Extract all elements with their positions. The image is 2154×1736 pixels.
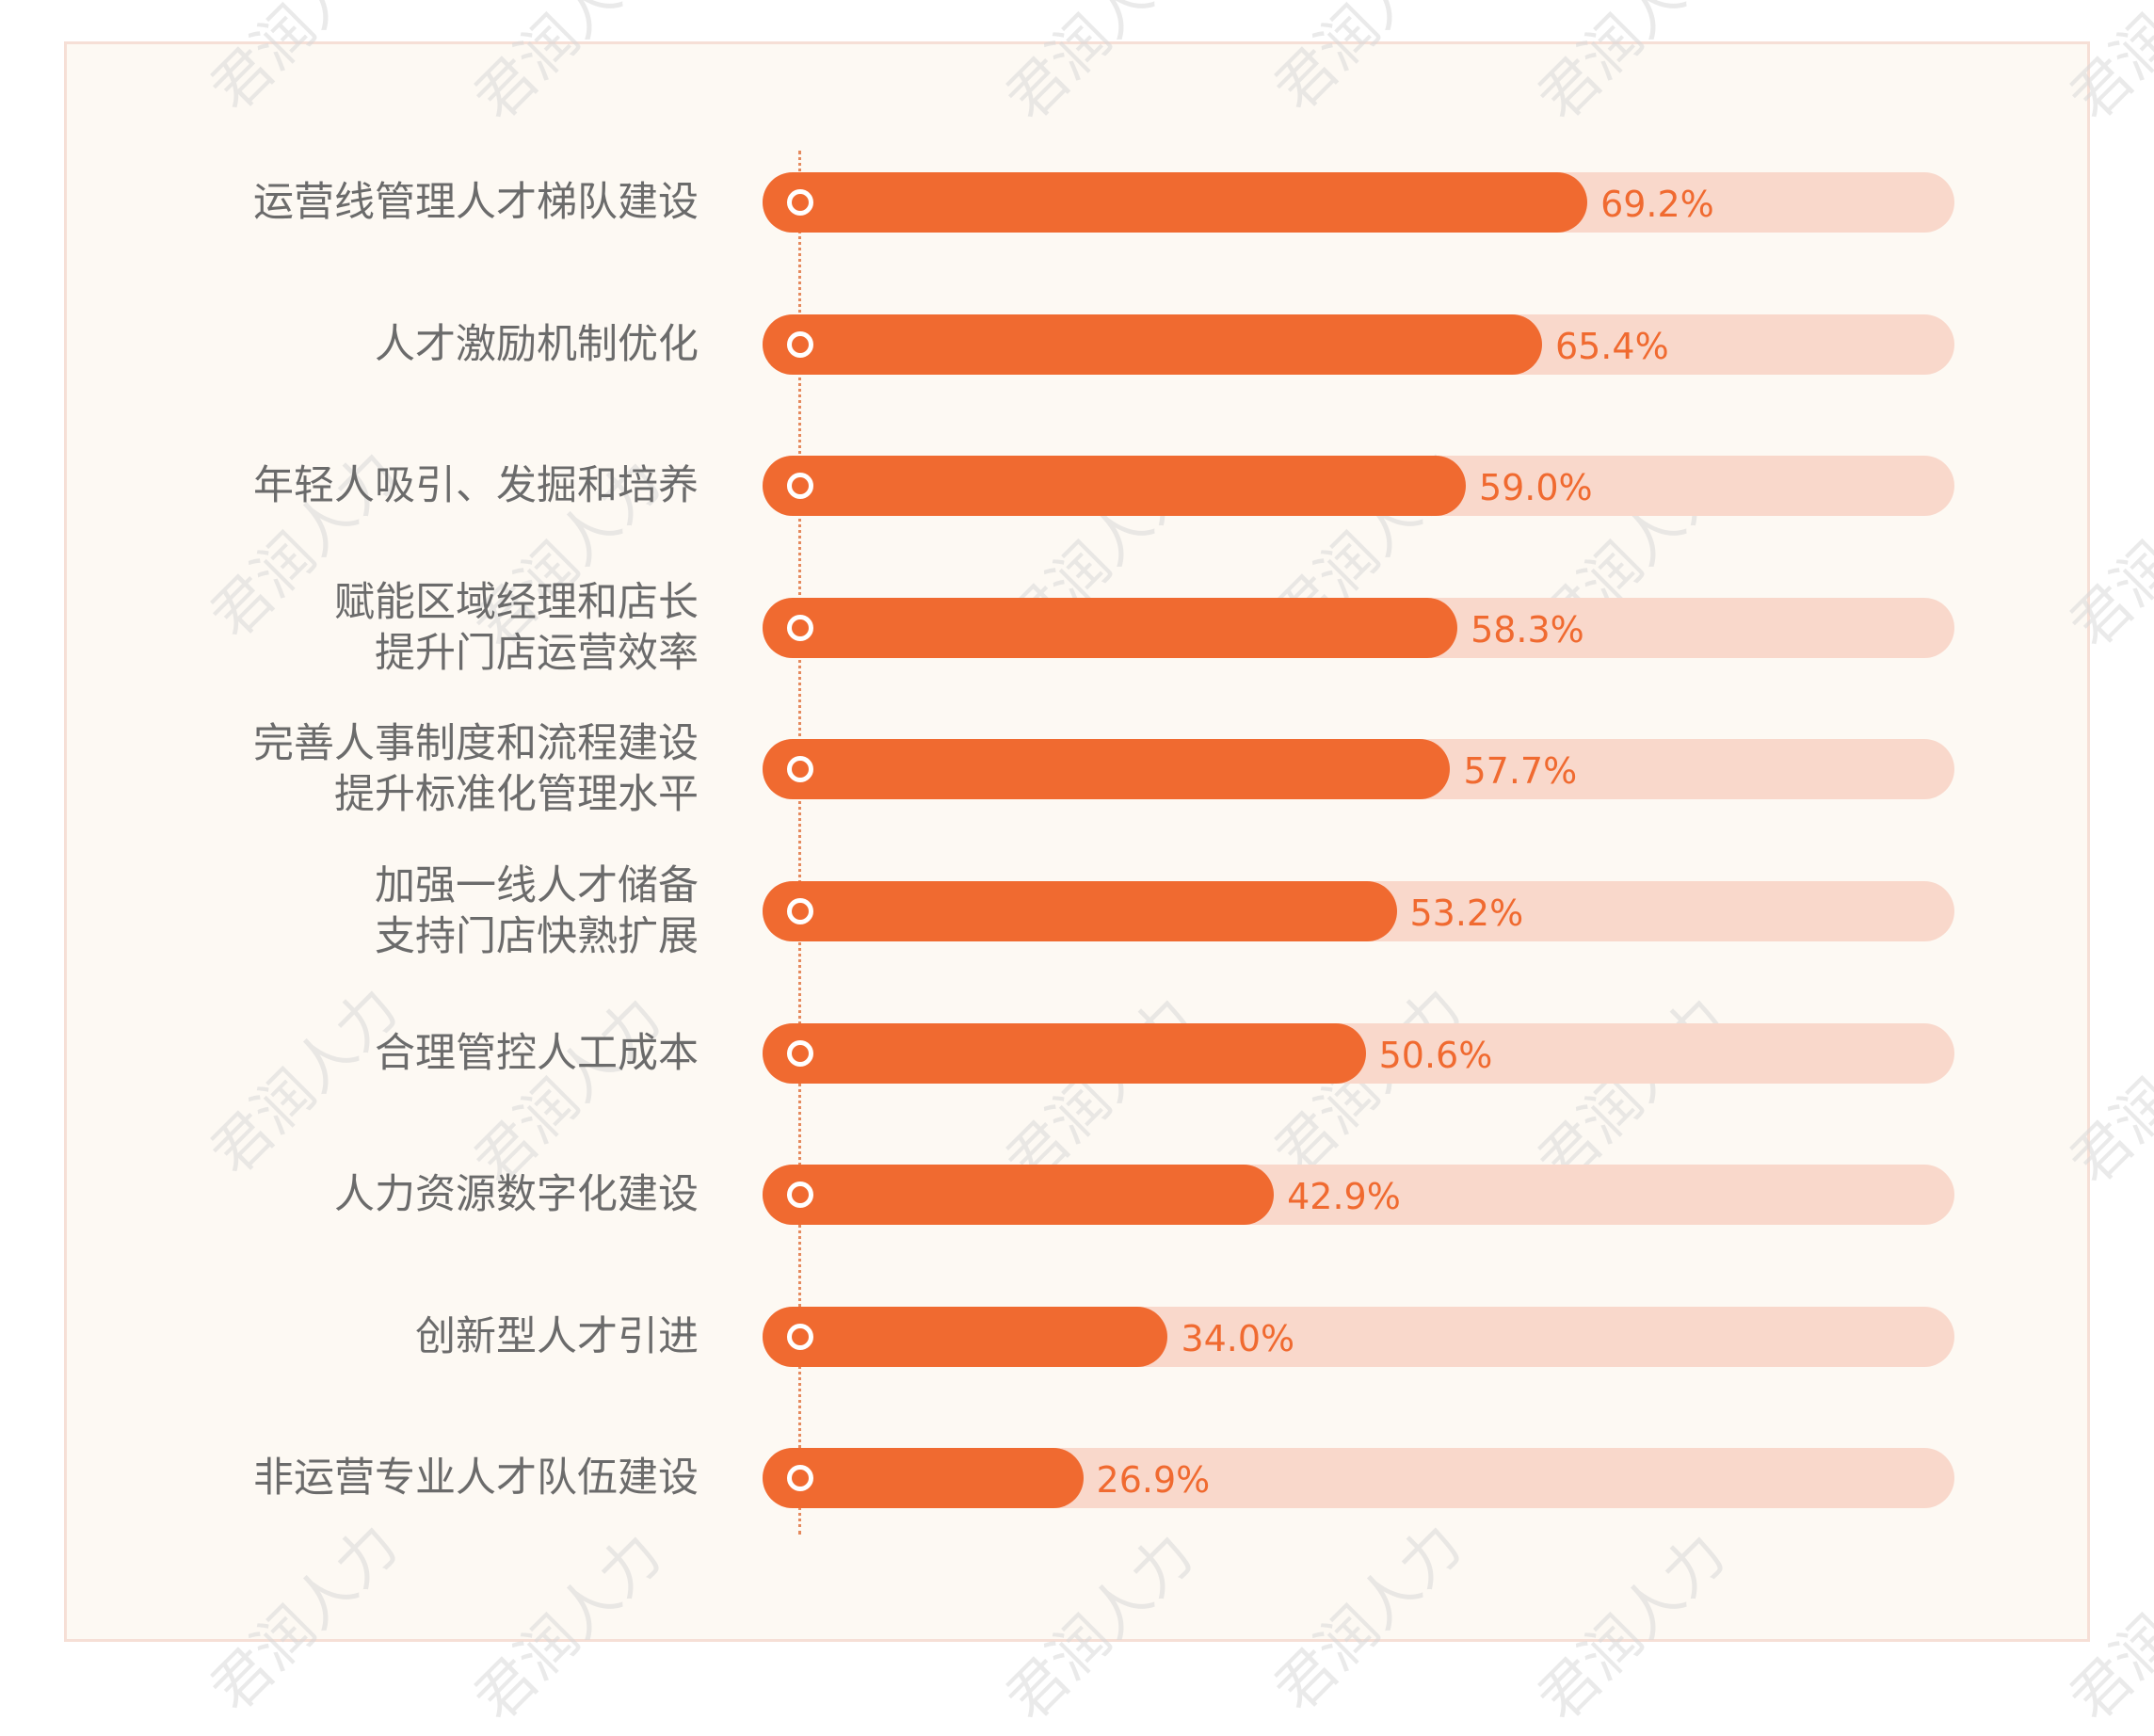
category-label: 创新型人才引进 <box>415 1312 699 1360</box>
bar <box>763 1448 1084 1509</box>
category-label: 运营线管理人才梯队建设 <box>253 179 699 226</box>
value-label: 53.2% <box>1409 892 1524 934</box>
circle-marker-icon <box>787 1181 813 1209</box>
category-label: 人才激励机制优化 <box>375 320 699 368</box>
value-label: 42.9% <box>1287 1176 1401 1218</box>
value-label: 58.3% <box>1471 608 1584 651</box>
value-label: 26.9% <box>1096 1459 1211 1502</box>
circle-marker-icon <box>787 330 813 358</box>
value-label: 34.0% <box>1181 1317 1295 1359</box>
chart-frame <box>64 41 2090 1642</box>
category-label: 非运营专业人才队伍建设 <box>253 1455 699 1503</box>
value-label: 57.7% <box>1463 750 1578 793</box>
bar <box>763 1306 1168 1367</box>
bar <box>763 456 1466 517</box>
category-label: 人力资源数字化建设 <box>334 1171 699 1219</box>
circle-marker-icon <box>787 756 813 783</box>
category-label: 赋能区域经理和店长 提升门店运营效率 <box>334 578 699 677</box>
baseline-dotted-line <box>798 151 801 1535</box>
value-label: 59.0% <box>1478 467 1593 509</box>
bar <box>763 881 1397 941</box>
circle-marker-icon <box>787 189 813 216</box>
bar <box>763 1165 1275 1226</box>
value-label: 50.6% <box>1378 1034 1493 1076</box>
circle-marker-icon <box>787 473 813 500</box>
bar <box>763 172 1588 233</box>
bar <box>763 739 1451 800</box>
category-label: 合理管控人工成本 <box>375 1029 699 1077</box>
value-label: 65.4% <box>1554 325 1669 367</box>
circle-marker-icon <box>787 614 813 641</box>
category-label: 加强一线人才储备 支持门店快熟扩展 <box>375 862 699 960</box>
category-label: 完善人事制度和流程建设 提升标准化管理水平 <box>253 720 699 819</box>
circle-marker-icon <box>787 898 813 924</box>
circle-marker-icon <box>787 1465 813 1492</box>
category-label: 年轻人吸引、发掘和培养 <box>253 462 699 510</box>
bar <box>763 597 1458 658</box>
circle-marker-icon <box>787 1323 813 1350</box>
value-label: 69.2% <box>1600 184 1714 225</box>
bar <box>763 313 1542 375</box>
circle-marker-icon <box>787 1039 813 1067</box>
bar <box>763 1022 1366 1084</box>
